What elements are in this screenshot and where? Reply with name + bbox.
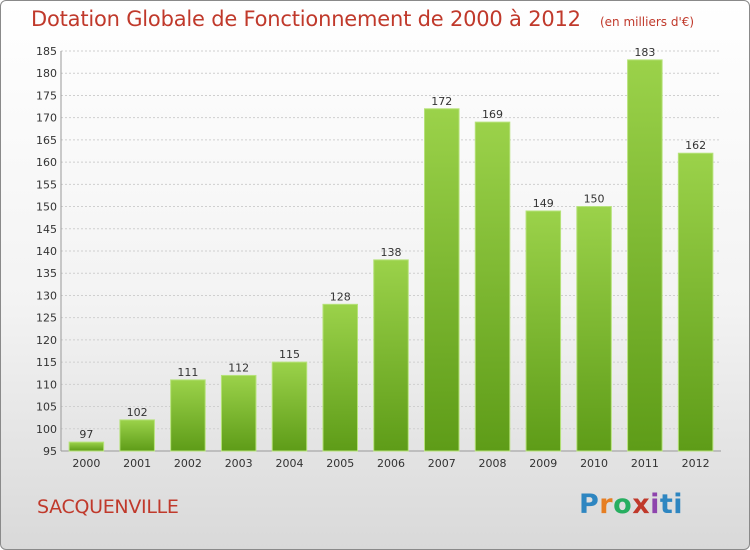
bars-layer (68, 59, 714, 452)
bar-2010 (576, 206, 612, 452)
x-tick-label-2005: 2005 (326, 457, 354, 470)
y-tick-label-110: 110 (36, 378, 57, 391)
y-tick-label-185: 185 (36, 45, 57, 58)
y-tick-label-105: 105 (36, 401, 57, 414)
y-tick-label-180: 180 (36, 67, 57, 80)
y-tick-label-95: 95 (43, 445, 57, 458)
data-label-2002: 111 (177, 366, 198, 379)
bar-2004 (271, 361, 308, 452)
bar-2003 (220, 374, 257, 452)
x-tick-label-2003: 2003 (225, 457, 253, 470)
y-tick-label-100: 100 (36, 423, 57, 436)
data-label-2004: 115 (279, 348, 300, 361)
x-tick-label-2011: 2011 (631, 457, 659, 470)
x-tick-label-2009: 2009 (529, 457, 557, 470)
bar-2001 (119, 419, 155, 452)
data-label-2008: 169 (482, 108, 503, 121)
data-label-2010: 150 (584, 193, 605, 206)
data-label-2005: 128 (330, 290, 351, 303)
bar-2008 (474, 121, 511, 452)
x-tick-label-2000: 2000 (72, 457, 100, 470)
x-tick-label-2012: 2012 (682, 457, 710, 470)
bar-2005 (322, 303, 358, 452)
x-tick-label-2008: 2008 (479, 457, 507, 470)
y-tick-label-135: 135 (36, 267, 57, 280)
x-tick-label-2004: 2004 (275, 457, 303, 470)
y-tick-label-115: 115 (36, 356, 57, 369)
data-label-2001: 102 (127, 406, 148, 419)
x-tick-label-2007: 2007 (428, 457, 456, 470)
y-tick-label-170: 170 (36, 112, 57, 125)
commune-name: SACQUENVILLE (37, 496, 179, 518)
y-tick-label-160: 160 (36, 156, 57, 169)
x-tick-label-2002: 2002 (174, 457, 202, 470)
chart-unit-note: (en milliers d'€) (599, 15, 695, 29)
bar-2009 (525, 210, 562, 452)
x-tick-label-2010: 2010 (580, 457, 608, 470)
data-label-2000: 97 (79, 428, 93, 441)
data-label-2007: 172 (431, 95, 452, 108)
data-label-2003: 112 (228, 361, 249, 374)
bar-2011 (627, 59, 663, 452)
bar-2002 (170, 379, 206, 452)
data-label-2012: 162 (685, 139, 706, 152)
y-tick-label-150: 150 (36, 201, 57, 214)
y-tick-label-175: 175 (36, 89, 57, 102)
x-tick-label-2006: 2006 (377, 457, 405, 470)
chart-title-block: Dotation Globale de Fonctionnement de 20… (31, 7, 694, 31)
data-label-2011: 183 (634, 46, 655, 59)
y-tick-label-140: 140 (36, 245, 57, 258)
data-label-2006: 138 (381, 246, 402, 259)
data-label-2009: 149 (533, 197, 554, 210)
bar-2000 (68, 441, 105, 452)
y-tick-label-165: 165 (36, 134, 57, 147)
y-tick-label-125: 125 (36, 312, 57, 325)
bar-2012 (677, 152, 714, 452)
proxiti-logo: Proxiti (579, 489, 684, 520)
y-tick-label-155: 155 (36, 178, 57, 191)
y-tick-label-120: 120 (36, 334, 57, 347)
chart-title: Dotation Globale de Fonctionnement de 20… (31, 7, 581, 31)
y-tick-label-130: 130 (36, 289, 57, 302)
bar-2006 (373, 259, 409, 452)
x-tick-label-2001: 2001 (123, 457, 151, 470)
labels-layer: 95 100 105 110 115 120 125 130 135 140 145 150 155 16… (36, 45, 710, 470)
y-tick-label-145: 145 (36, 223, 57, 236)
bar-2007 (424, 108, 460, 452)
